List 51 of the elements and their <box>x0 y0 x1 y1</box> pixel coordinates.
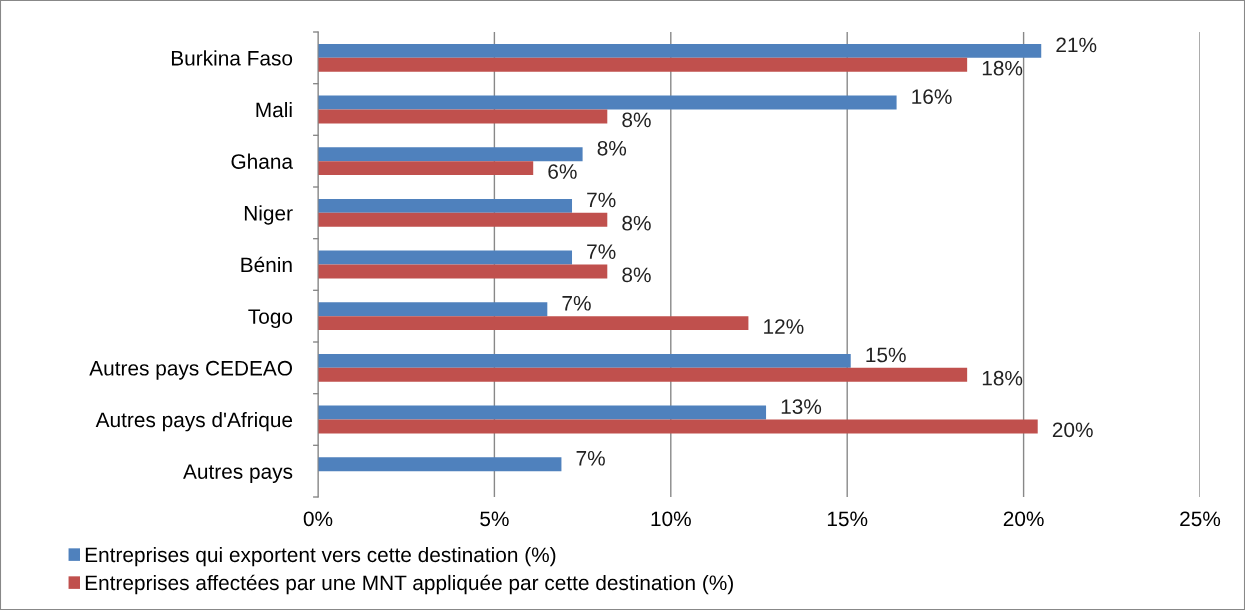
bar <box>318 161 534 176</box>
data-label: 18% <box>982 370 1023 386</box>
x-tick-label: 15% <box>827 511 868 527</box>
data-label: 12% <box>764 319 804 334</box>
x-tick-label: 10% <box>651 511 691 527</box>
y-tick-label: Mali <box>256 101 292 118</box>
data-label: 7% <box>587 244 616 259</box>
data-label: 18% <box>982 60 1023 76</box>
y-tick-label: Ghana <box>231 153 293 169</box>
data-label: 16% <box>912 89 952 104</box>
bar <box>318 212 608 227</box>
bar <box>318 147 583 162</box>
legend-label: Entreprises affectées par une MNT appliquée par cette destination (%) <box>85 574 733 595</box>
data-label: 8% <box>622 267 651 283</box>
bar <box>318 457 562 472</box>
data-label: 8% <box>597 140 627 156</box>
y-tick-label: Burkina Faso <box>171 50 293 66</box>
bar <box>318 95 897 110</box>
data-label: 7% <box>587 192 616 208</box>
legend-label: Entreprises qui exportent vers cette destination (%) <box>85 546 556 567</box>
bar <box>318 302 548 317</box>
y-tick-label: Niger <box>244 205 293 225</box>
x-tick-label: 25% <box>1180 511 1221 527</box>
x-tick-label: 0% <box>303 511 333 527</box>
bar <box>318 109 608 124</box>
bar <box>318 250 573 265</box>
data-label: 21% <box>1056 37 1097 53</box>
data-label: 15% <box>866 347 906 363</box>
y-tick-label: Bénin <box>241 256 292 273</box>
data-label: 20% <box>1052 422 1093 438</box>
bar <box>318 43 1042 58</box>
y-tick-label: Togo <box>248 309 293 329</box>
data-label: 6% <box>548 164 577 179</box>
bar <box>318 405 767 420</box>
y-tick-label: Autres pays d'Afrique <box>95 411 293 432</box>
data-label: 8% <box>622 112 651 128</box>
y-tick-label: Autres pays <box>183 464 293 484</box>
bar <box>318 419 1038 434</box>
x-tick-label: 20% <box>1003 511 1044 527</box>
data-label: 8% <box>622 215 651 231</box>
y-tick-label: Autres pays CEDEAO <box>89 360 293 380</box>
bar <box>318 198 573 213</box>
data-label: 13% <box>781 399 822 414</box>
data-label: 7% <box>576 450 605 466</box>
bar <box>318 57 968 72</box>
bar <box>318 353 851 368</box>
bar <box>318 264 608 279</box>
data-label: 7% <box>562 295 591 311</box>
bar <box>318 316 749 331</box>
bar <box>318 367 968 382</box>
x-tick-label: 5% <box>480 511 509 527</box>
